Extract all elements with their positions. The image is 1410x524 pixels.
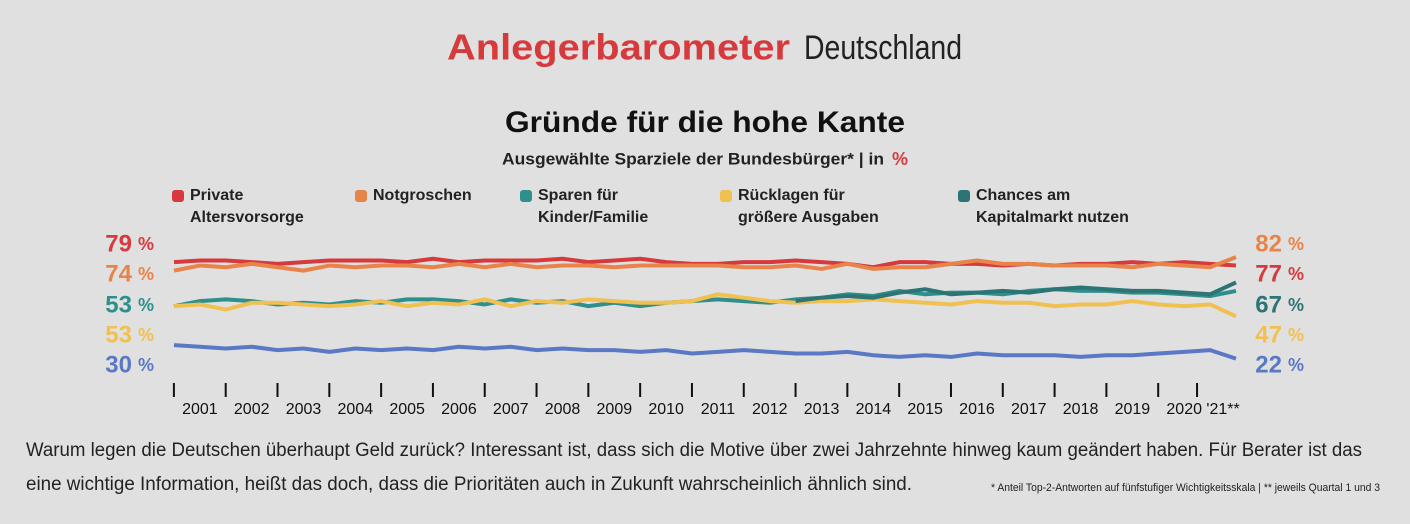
legend-entry: Rücklagen für größere Ausgaben (738, 187, 879, 226)
end-value-unit: % (1288, 325, 1304, 345)
x-tick-label: 2020 (1166, 401, 1202, 418)
legend-swatch (958, 190, 970, 202)
x-tick-label: 2005 (389, 401, 425, 418)
end-value-label: 74 (105, 260, 132, 287)
legend-label: Private Altersvorsorge (190, 187, 304, 226)
end-value-label: 82 (1255, 230, 1282, 257)
subtitle-unit: % (892, 149, 908, 169)
x-tick-label: 2007 (493, 401, 529, 418)
end-value-label: 67 (1255, 291, 1282, 318)
series-line (795, 280, 1237, 304)
legend-entry: Private Altersvorsorge (190, 187, 304, 226)
x-tick-label: 2003 (286, 401, 322, 418)
x-tick-label: 2009 (597, 401, 633, 418)
x-tick-label: 2010 (648, 401, 684, 418)
end-value-label: 53 (105, 321, 132, 348)
x-tick-label: 2006 (441, 401, 477, 418)
end-value-label: 53 (105, 291, 132, 318)
x-tick-label: '21** (1206, 401, 1239, 418)
legend-entry: Sparen für Kinder/Familie (538, 187, 649, 226)
x-tick-label: 2011 (701, 401, 736, 418)
series-line (173, 343, 1237, 361)
body-text: eine wichtige Information, heißt das doc… (26, 474, 912, 495)
legend-swatch (355, 190, 367, 202)
brand-name: Anlegerbarometer (447, 27, 790, 68)
x-tick-label: 2008 (545, 401, 581, 418)
end-value-label: 79 (105, 230, 132, 257)
end-value-label: 22 (1255, 351, 1282, 378)
x-tick-label: 2015 (907, 401, 943, 418)
x-tick-label: 2013 (804, 401, 840, 418)
end-value-unit: % (138, 264, 154, 284)
x-tick-label: 2001 (182, 401, 218, 418)
legend-entry: Notgroschen (373, 187, 472, 204)
footnote: * Anteil Top-2-Antworten auf fünfstufige… (991, 482, 1380, 494)
legend-label: Sparen für Kinder/Familie (538, 187, 649, 226)
legend-label: Chances am Kapitalmarkt nutzen (976, 187, 1129, 226)
end-value-label: 77 (1255, 260, 1282, 287)
x-tick-label: 2016 (959, 401, 995, 418)
brand-region: Deutschland (804, 29, 962, 67)
end-value-unit: % (1288, 234, 1304, 254)
legend-entry: Chances am Kapitalmarkt nutzen (976, 187, 1129, 226)
x-tick-label: 2018 (1063, 401, 1099, 418)
end-value-unit: % (138, 355, 154, 375)
end-value-label: 47 (1255, 321, 1282, 348)
end-value-unit: % (1288, 355, 1304, 375)
x-tick-label: 2002 (234, 401, 270, 418)
legend-label: Notgroschen (373, 187, 472, 204)
end-value-unit: % (138, 325, 154, 345)
x-tick-label: 2019 (1115, 401, 1151, 418)
series-line (173, 255, 1237, 273)
end-value-unit: % (1288, 264, 1304, 284)
end-value-label: 30 (105, 351, 132, 378)
end-value-unit: % (138, 295, 154, 315)
x-tick-label: 2004 (338, 401, 374, 418)
end-value-unit: % (1288, 295, 1304, 315)
x-tick-label: 2014 (856, 401, 892, 418)
x-tick-label: 2017 (1011, 401, 1047, 418)
series-line (173, 292, 1237, 319)
legend-swatch (520, 190, 532, 202)
chart-title: Gründe für die hohe Kante (505, 106, 905, 139)
end-value-unit: % (138, 234, 154, 254)
legend-swatch (172, 190, 184, 202)
x-tick-label: 2012 (752, 401, 788, 418)
legend-label: Rücklagen für größere Ausgaben (738, 187, 879, 226)
legend-swatch (720, 190, 732, 202)
chart-subtitle: Ausgewählte Sparziele der Bundesbürger* … (502, 149, 884, 168)
body-text: Warum legen die Deutschen überhaupt Geld… (26, 440, 1362, 461)
